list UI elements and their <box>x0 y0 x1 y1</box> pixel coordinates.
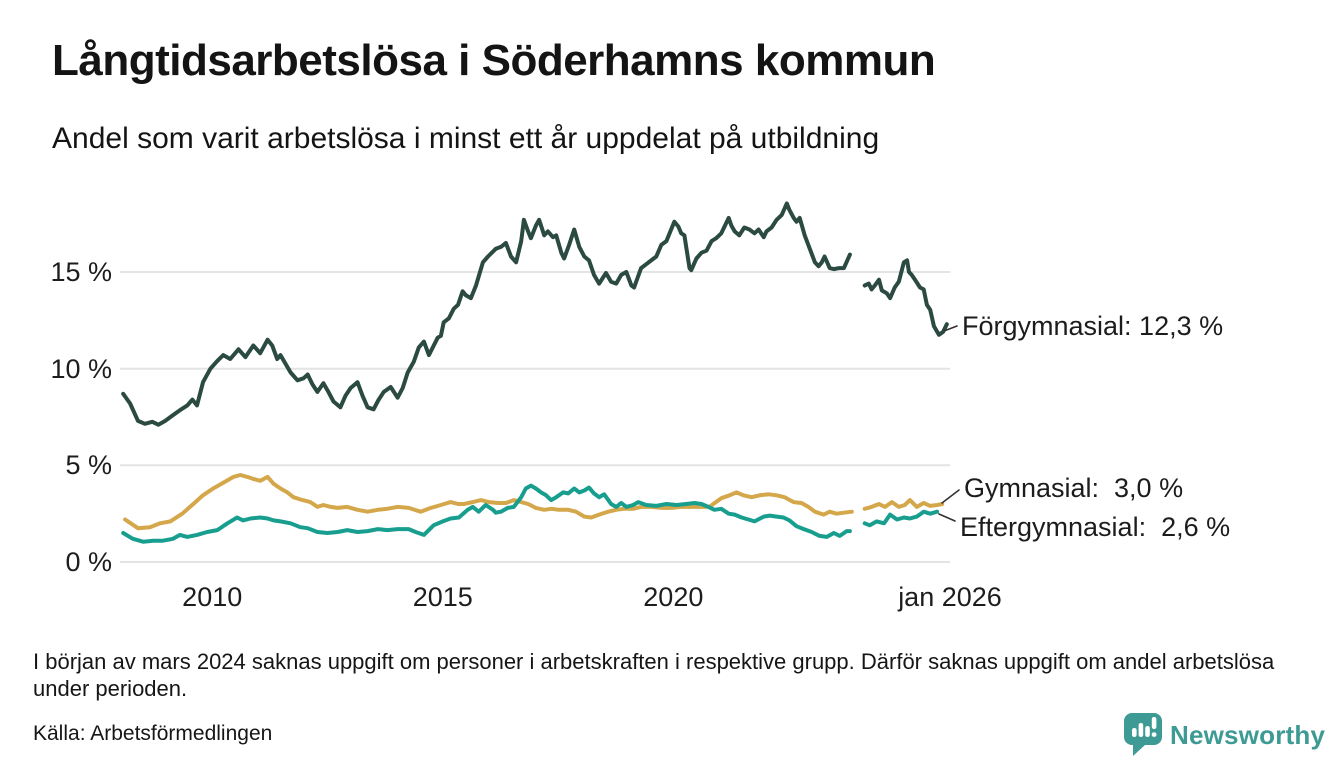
x-tick-label: 2020 <box>643 582 704 612</box>
newsworthy-logo: Newsworthy <box>1124 713 1325 757</box>
series-end-label-forgymnasial: Förgymnasial: 12,3 % <box>962 311 1224 341</box>
chart-title: Långtidsarbetslösa i Söderhamns kommun <box>52 36 936 85</box>
y-tick-label: 15 % <box>50 257 112 287</box>
x-tick-label: 2010 <box>182 582 243 612</box>
newsworthy-wordmark: Newsworthy <box>1170 719 1326 750</box>
x-tick-label: 2015 <box>412 582 473 612</box>
series-end-label-gymnasial: Gymnasial: 3,0 % <box>964 473 1184 503</box>
series-end-label-eftergymnasial: Eftergymnasial: 2,6 % <box>960 512 1231 542</box>
y-tick-label: 0 % <box>65 547 112 577</box>
newsworthy-logo-icon <box>1124 713 1162 756</box>
source-attribution: Källa: Arbetsförmedlingen <box>33 722 273 745</box>
y-tick-label: 5 % <box>65 450 112 481</box>
y-tick-label: 10 % <box>50 353 112 384</box>
footnote: I början av mars 2024 saknas uppgift om … <box>33 649 1275 701</box>
chart-subtitle: Andel som varit arbetslösa i minst ett å… <box>52 122 880 155</box>
x-tick-label: jan 2026 <box>898 582 1002 612</box>
